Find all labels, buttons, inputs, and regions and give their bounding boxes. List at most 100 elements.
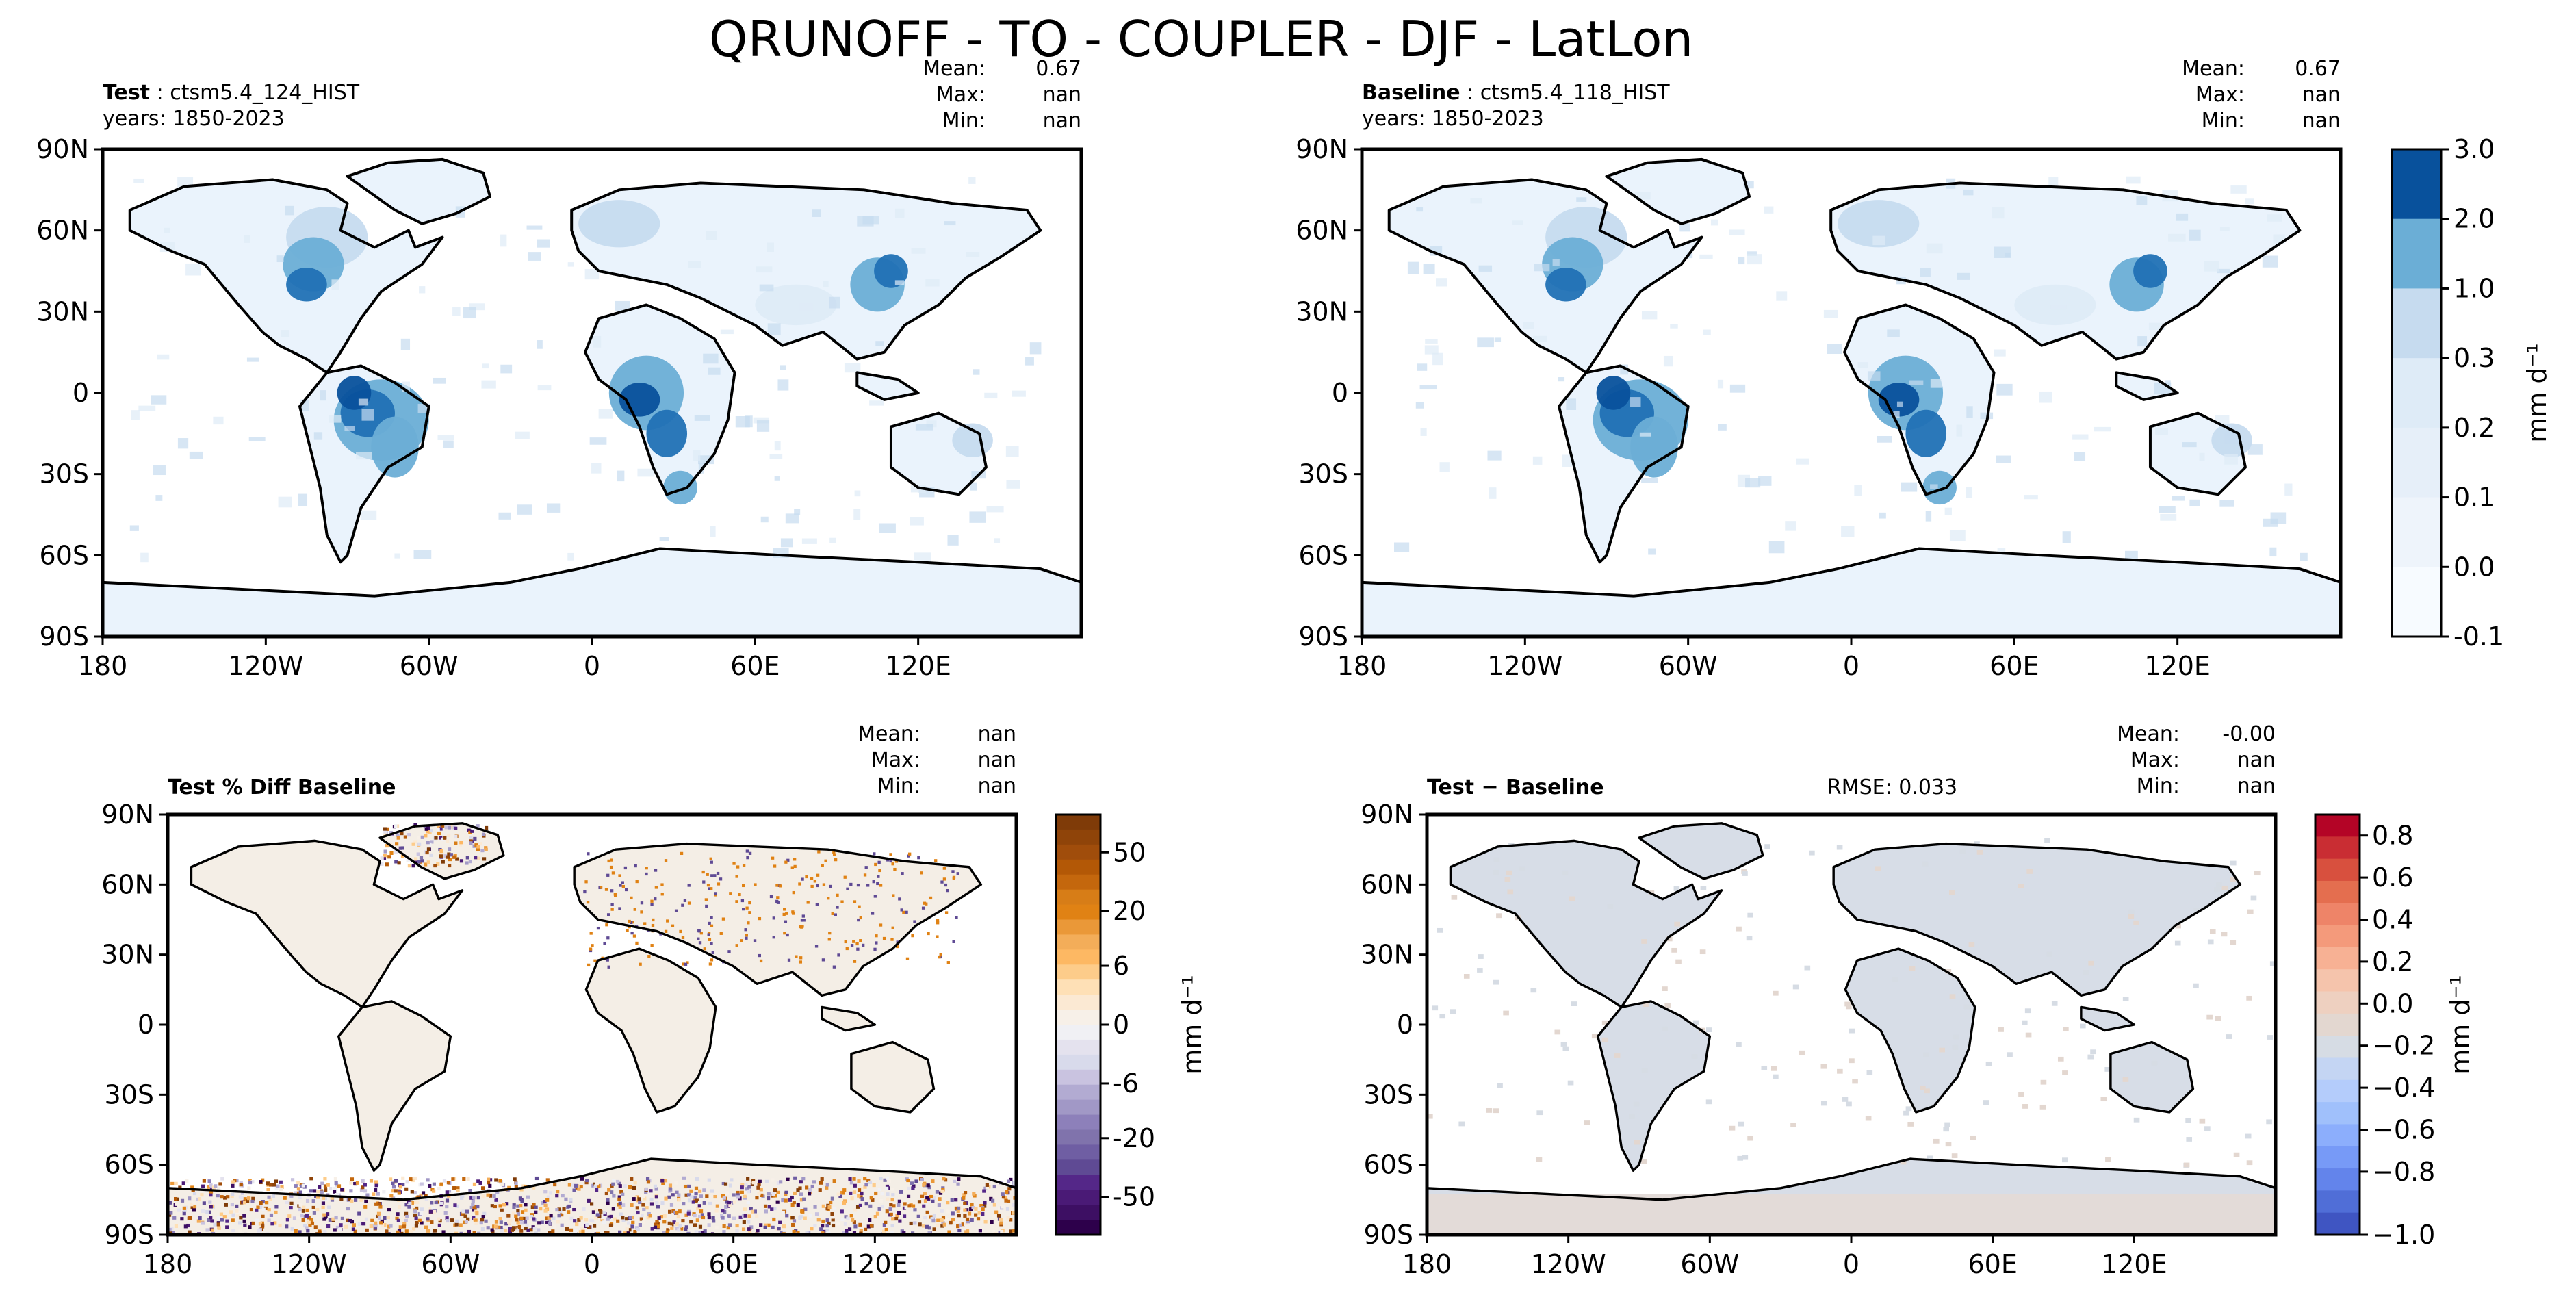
diff-cell <box>902 910 905 914</box>
diff-cell <box>322 1217 326 1221</box>
diff-cell <box>1837 1068 1843 1074</box>
runoff-cell <box>546 503 561 513</box>
diff-cell <box>313 1189 317 1193</box>
diff-cell <box>687 1193 691 1197</box>
diff-cell <box>1849 1028 1855 1034</box>
diff-cell <box>429 829 433 833</box>
runoff-cell <box>1487 450 1502 461</box>
diff-cell <box>2230 877 2236 882</box>
diff-cell <box>595 1188 599 1192</box>
diff-cell <box>783 908 786 911</box>
y-tick-label: 60S <box>1299 540 1348 570</box>
runoff-cell <box>1729 229 1745 235</box>
runoff-cell <box>1620 364 1629 375</box>
map-test <box>103 149 1081 637</box>
diff-cell <box>1792 984 1799 990</box>
diff-cell <box>513 1177 517 1181</box>
diff-cell <box>946 888 949 893</box>
runoff-cell <box>320 390 326 401</box>
diff-cell <box>242 1214 246 1218</box>
runoff-cell <box>1764 206 1774 214</box>
diff-cell <box>671 924 675 927</box>
diff-cell <box>335 1225 340 1229</box>
diff-cell <box>732 1216 736 1220</box>
diff-cell <box>183 1208 187 1212</box>
diff-cell <box>917 1200 922 1204</box>
diff-cell <box>413 1176 417 1181</box>
diff-cell <box>437 1217 441 1221</box>
diff-cell <box>321 1196 326 1200</box>
diff-cell <box>557 1214 561 1218</box>
diff-cell <box>2040 1079 2047 1085</box>
diff-cell <box>468 1189 472 1193</box>
colorbar-tick: -0.1 <box>2453 621 2504 652</box>
diff-cell <box>749 1225 754 1229</box>
diff-cell <box>621 881 624 884</box>
diff-cell <box>796 1188 800 1192</box>
diff-cell <box>2062 1070 2068 1075</box>
diff-cell <box>383 854 387 858</box>
diff-cell <box>350 1177 355 1181</box>
diff-cell <box>415 1201 420 1205</box>
diff-cell <box>751 1179 756 1183</box>
diff-cell <box>230 1194 234 1198</box>
diff-cell <box>498 1217 502 1221</box>
diff-cell <box>445 1216 449 1220</box>
diff-cell <box>721 1181 725 1186</box>
runoff-cell <box>1920 268 1931 277</box>
diff-cell <box>714 892 717 895</box>
runoff-cell <box>500 234 507 247</box>
diff-cell <box>795 955 798 958</box>
diff-cell <box>2018 884 2024 888</box>
diff-cell <box>1648 890 1655 895</box>
diff-cell <box>2247 909 2254 914</box>
diff-cell <box>741 1214 746 1218</box>
diff-cell <box>1601 1037 1608 1042</box>
diff-cell <box>326 1183 330 1187</box>
diff-cell <box>936 919 940 923</box>
runoff-cell <box>756 420 770 432</box>
runoff-cell <box>526 225 543 230</box>
runoff-cell <box>1699 254 1713 259</box>
diff-cell <box>990 1220 994 1224</box>
runoff-blob <box>663 470 697 505</box>
runoff-cell <box>1747 251 1757 256</box>
colorbar-swatch <box>1056 1039 1100 1055</box>
diff-cell <box>985 1185 989 1190</box>
diff-cell <box>925 902 928 906</box>
runoff-cell <box>1417 363 1428 371</box>
diff-cell <box>397 1191 401 1195</box>
diff-cell <box>956 1209 960 1214</box>
diff-cell <box>426 841 430 845</box>
diff-cell <box>545 1220 549 1224</box>
diff-cell <box>635 1195 639 1199</box>
colorbar-tick: 0.2 <box>2372 947 2413 977</box>
antarctic-fill <box>1427 1194 2276 1235</box>
x-tick-label: 120E <box>842 1249 908 1279</box>
x-tick-label: 120W <box>228 651 303 681</box>
diff-cell <box>2083 970 2089 975</box>
runoff-cell <box>1994 349 2006 357</box>
diff-cell <box>961 1222 965 1227</box>
diff-cell <box>1586 983 1592 988</box>
runoff-cell <box>1887 329 1900 337</box>
diff-cell <box>514 1185 518 1190</box>
diff-cell <box>414 1224 419 1228</box>
diff-cell <box>793 1176 797 1180</box>
runoff-cell <box>2219 227 2230 231</box>
diff-cell <box>850 1196 854 1201</box>
diff-cell <box>499 1226 503 1230</box>
diff-cell <box>983 1201 987 1205</box>
diff-cell <box>963 1208 967 1212</box>
diff-cell <box>999 1221 1003 1225</box>
diff-cell <box>174 1224 179 1229</box>
runoff-cell <box>248 437 266 441</box>
diff-cell <box>1005 1190 1009 1194</box>
diff-cell <box>1614 1053 1621 1058</box>
diff-cell <box>906 1194 911 1198</box>
runoff-cell <box>812 209 821 217</box>
diff-cell <box>913 1208 917 1212</box>
diff-cell <box>872 1183 876 1188</box>
diff-cell <box>892 894 895 897</box>
diff-cell <box>1594 988 1601 993</box>
